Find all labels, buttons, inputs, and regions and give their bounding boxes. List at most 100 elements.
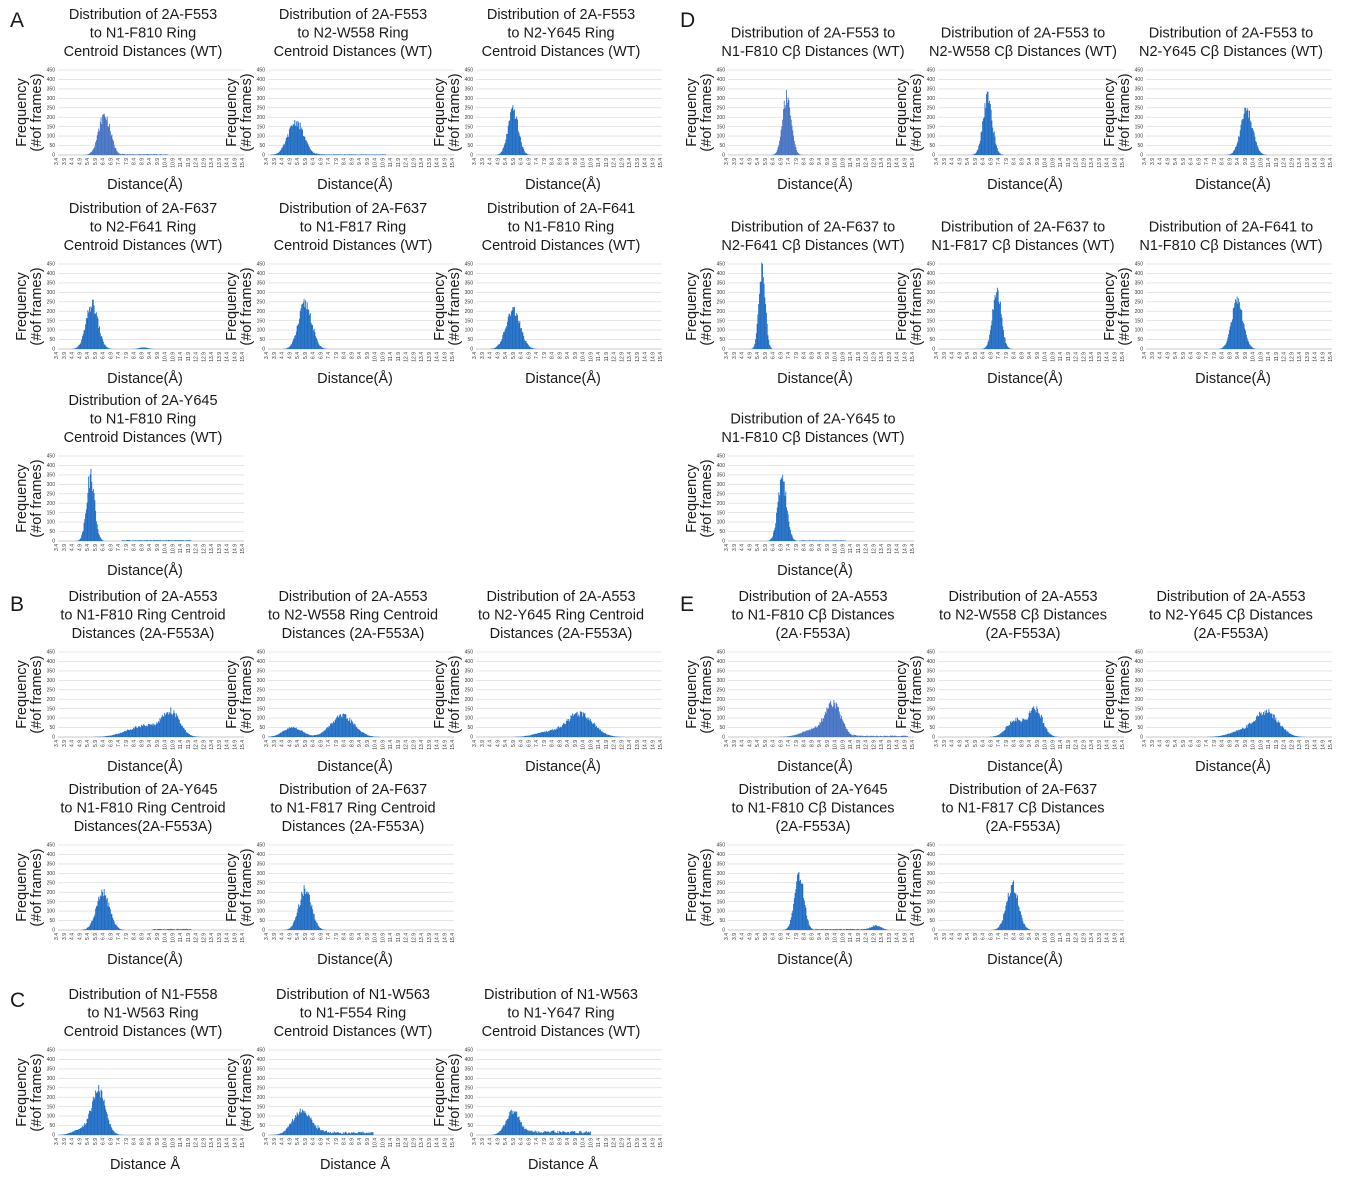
histogram-bar (775, 153, 777, 155)
histogram-bar (975, 152, 977, 155)
histogram-bar (378, 154, 379, 155)
histogram-bar (334, 154, 336, 155)
histogram-bar (865, 735, 867, 737)
y-tick-label: 450 (717, 650, 726, 656)
x-tick-label: 7.4 (326, 933, 332, 940)
histogram-bar (819, 929, 821, 930)
y-tick-label: 200 (257, 890, 266, 896)
histogram-bar (592, 724, 594, 737)
histogram-bar (153, 723, 155, 737)
histogram-bar (576, 711, 578, 737)
histogram-bar (295, 331, 297, 349)
y-tick-label: 50 (719, 725, 725, 731)
x-tick-label: 10.9 (1258, 158, 1264, 168)
histogram-bar (838, 929, 839, 930)
histogram-bar (92, 488, 94, 541)
x-tick-label: 3.4 (264, 740, 270, 747)
x-tick-label: 5.4 (503, 158, 509, 165)
y-tick-label: 200 (257, 309, 266, 315)
x-tick-label: 12.4 (194, 1138, 200, 1148)
panel-letter-e: E (680, 593, 694, 616)
histogram-bar (102, 736, 104, 737)
histogram-bar (361, 732, 362, 737)
histogram-bar (315, 920, 317, 930)
histogram-bar (322, 731, 324, 737)
x-tick-label: 8.4 (1220, 158, 1226, 165)
histogram-bar (997, 927, 999, 930)
histogram-bar (74, 348, 76, 349)
x-tick-label: 14.9 (902, 933, 908, 943)
histogram-bar (849, 733, 851, 737)
histogram-bar (169, 713, 171, 737)
x-tick-label: 3.9 (732, 544, 738, 551)
histogram-bar (1232, 151, 1234, 155)
histogram-bar (107, 735, 109, 737)
histogram-bar (343, 1132, 345, 1135)
x-tick-label: 7.9 (1212, 352, 1218, 359)
x-tick-label: 7.4 (326, 1138, 332, 1145)
histogram-bar (288, 928, 290, 930)
histogram-bar (526, 1129, 528, 1135)
x-tick-label: 12.4 (612, 740, 618, 750)
y-tick-label: 400 (717, 463, 726, 469)
histogram-bar (309, 735, 311, 737)
histogram-bar (97, 1090, 99, 1135)
x-tick-label: 5.9 (763, 740, 769, 747)
histogram-bar (519, 135, 521, 155)
histogram-bar (987, 341, 989, 349)
x-tick-label: 9.4 (565, 1138, 571, 1145)
histogram-bar (1231, 153, 1233, 155)
histogram-bar (514, 1112, 516, 1135)
histogram-bar (520, 1122, 522, 1135)
x-axis-label: Distance(Å) (317, 176, 393, 193)
histogram-bar (582, 1133, 584, 1135)
histogram-bar (302, 129, 303, 155)
histogram-bar (357, 728, 358, 737)
histogram-bar (323, 929, 324, 930)
x-tick-label: 12.4 (1074, 933, 1080, 943)
x-tick-label: 3.4 (934, 933, 940, 940)
histogram-bar (312, 909, 314, 930)
histogram-bar (1220, 348, 1222, 349)
x-tick-label: 14.4 (643, 352, 649, 362)
histogram-bar (760, 281, 762, 349)
histogram-bar (290, 728, 292, 737)
x-tick-label: 3.9 (732, 158, 738, 165)
histogram-bar (312, 330, 314, 349)
histogram-bar (805, 730, 807, 737)
histogram-bar (354, 1132, 355, 1135)
x-tick-label: 14.4 (435, 740, 441, 750)
histogram-bar (102, 1101, 104, 1135)
histogram-bar (903, 735, 905, 737)
histogram-bar (330, 722, 332, 737)
histogram-bar (281, 147, 283, 155)
histogram-bar (157, 929, 159, 930)
histogram-bar (581, 1132, 583, 1135)
histogram-bar (154, 540, 156, 541)
histogram-bar (271, 736, 273, 737)
histogram-bar (517, 130, 519, 155)
histogram-bar (316, 734, 318, 737)
histogram-bar (1228, 154, 1230, 155)
histogram-bar (1224, 734, 1226, 737)
y-tick-label: 250 (47, 105, 56, 111)
y-tick-label: 100 (465, 134, 474, 140)
histogram-bar (102, 341, 104, 349)
x-tick-label: 10.4 (1043, 740, 1049, 750)
histogram-bar (777, 147, 779, 155)
histogram-bar (168, 928, 170, 930)
histogram-bar (816, 929, 818, 930)
histogram-bar (113, 1130, 114, 1135)
histogram-bar (998, 301, 1000, 349)
histogram-bar (494, 347, 496, 349)
x-tick-label: 10.9 (170, 1138, 176, 1148)
histogram-bar (873, 736, 875, 737)
histogram-bar (1219, 735, 1221, 737)
histogram-bar (130, 154, 131, 155)
histogram-bar (765, 312, 767, 349)
histogram-bar (769, 540, 770, 541)
x-tick-label: 13.4 (879, 933, 885, 943)
histogram-bar (826, 707, 828, 737)
x-tick-label: 8.4 (802, 544, 808, 551)
